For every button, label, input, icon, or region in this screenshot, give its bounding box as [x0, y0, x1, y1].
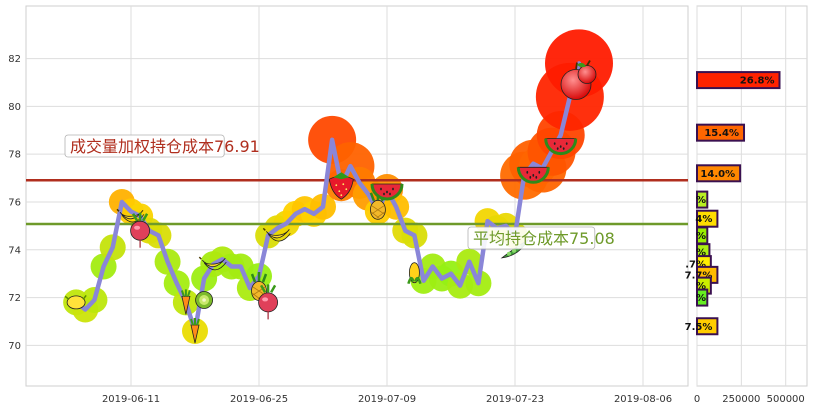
carrot-icon — [180, 289, 191, 315]
strawberry-icon — [328, 172, 354, 200]
x-tick-label: 2019-06-25 — [230, 394, 288, 405]
watermelon-icon — [516, 166, 550, 184]
main-plot: 70 72 74 76 78 80 82 2019-06-11 2019-06-25 2019-0… — [8, 5, 689, 405]
volume-profile-plot: 0 250000 50000026.8%15.4%14.0%%4%%%.7%7.7%… — [685, 5, 808, 405]
profile-x-tick-label: 250000 — [722, 394, 760, 405]
annotation-box — [467, 226, 596, 250]
profile-bar-label: % — [696, 248, 706, 259]
x-tick-label: 2019-06-11 — [102, 394, 160, 405]
profile-bar — [696, 317, 719, 336]
y-tick-label: 82 — [8, 54, 21, 65]
corn-icon — [407, 262, 422, 285]
y-tick-label: 78 — [8, 150, 21, 161]
apple-icon — [560, 60, 597, 100]
profile-bar-label: 26.8% — [740, 76, 775, 87]
banana-icon — [116, 208, 145, 223]
profile-bar — [696, 123, 746, 142]
profile-bar — [696, 190, 709, 209]
radish-icon — [258, 284, 279, 320]
profile-x-tick-label: 500000 — [767, 394, 805, 405]
watermelon-icon — [544, 138, 578, 156]
profile-bar-label: % — [696, 195, 706, 206]
banana-icon — [262, 227, 291, 242]
average-cost-label: 平均持仓成本75.08 — [473, 229, 615, 248]
y-tick-label: 80 — [8, 102, 21, 113]
profile-bar-label: 4% — [695, 214, 712, 225]
y-tick-label: 74 — [8, 245, 21, 256]
profile-bar-label: % — [696, 281, 706, 292]
profile-bar-label: % — [696, 231, 706, 242]
profile-bar-label: % — [696, 293, 706, 304]
profile-bar — [696, 71, 781, 90]
x-tick-label: 2019-08-06 — [614, 394, 672, 405]
annotation-box — [64, 134, 225, 158]
fruit-markers — [64, 60, 597, 344]
profile-bar-label: 7.5% — [685, 322, 713, 333]
carrot-icon — [190, 318, 200, 344]
profile-bar-label: 15.4% — [704, 128, 739, 139]
profile-bar-label: 14.0% — [700, 169, 735, 180]
weighted-cost-label: 成交量加权持仓成本76.91 — [70, 137, 260, 156]
profile-bar-label: .7% — [685, 260, 706, 271]
x-tick-label: 2019-07-09 — [358, 394, 416, 405]
profile-bar — [696, 164, 742, 183]
y-tick-label: 70 — [8, 341, 21, 352]
radish-icon — [130, 212, 151, 248]
profile-x-tick-label: 0 — [694, 394, 700, 405]
x-tick-label: 2019-07-23 — [486, 394, 544, 405]
watermelon-icon — [370, 183, 404, 201]
y-tick-label: 76 — [8, 197, 21, 208]
profile-bar-label: 7.7% — [685, 270, 713, 281]
profile-bar — [696, 288, 709, 307]
kiwi-icon — [195, 291, 214, 309]
y-tick-label: 72 — [8, 293, 21, 304]
lemon-icon — [64, 294, 87, 310]
banana-icon — [198, 256, 227, 271]
